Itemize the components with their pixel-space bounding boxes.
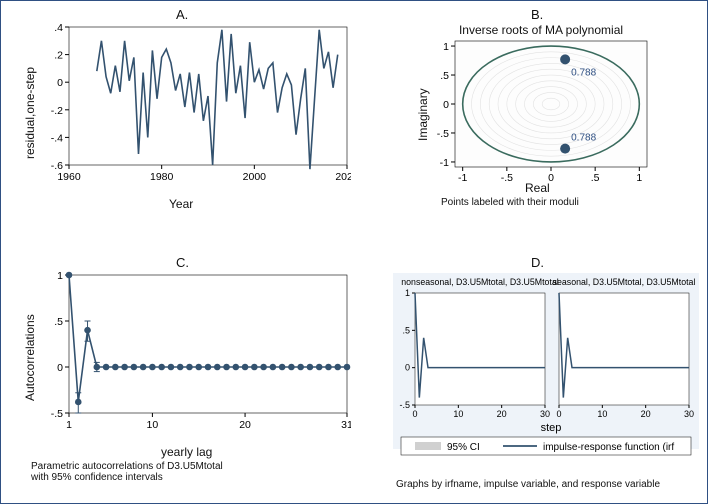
svg-text:.5: .5 bbox=[440, 70, 449, 82]
panel-c-note: Parametric autocorrelations of D3.U5Mtot… bbox=[31, 461, 223, 483]
svg-text:-.5: -.5 bbox=[501, 172, 513, 184]
svg-text:1: 1 bbox=[443, 41, 449, 53]
svg-text:0: 0 bbox=[405, 363, 410, 373]
svg-text:1: 1 bbox=[405, 288, 410, 298]
panel-d-chart: nonseasonal, D3.U5Mtotal, D3.U5Mtotal -.5… bbox=[391, 271, 701, 471]
svg-text:1: 1 bbox=[57, 271, 63, 282]
panel-c-title: C. bbox=[176, 255, 189, 270]
svg-text:30: 30 bbox=[684, 409, 694, 419]
svg-text:-.2: -.2 bbox=[51, 105, 63, 117]
panel-b-xlabel: Real bbox=[525, 181, 550, 195]
panel-d-title: D. bbox=[531, 255, 544, 270]
svg-text:0.788: 0.788 bbox=[571, 133, 596, 144]
svg-text:nonseasonal, D3.U5Mtotal, D3.U: nonseasonal, D3.U5Mtotal, D3.U5Mtotal bbox=[401, 277, 558, 287]
panel-c-xlabel: yearly lag bbox=[161, 445, 212, 459]
svg-text:-.5: -.5 bbox=[51, 408, 63, 420]
svg-text:1: 1 bbox=[636, 172, 642, 184]
svg-text:0.788: 0.788 bbox=[571, 67, 596, 78]
panel-a-ylabel: residual,one-step bbox=[23, 67, 37, 159]
svg-text:0: 0 bbox=[57, 77, 63, 89]
svg-text:-.4: -.4 bbox=[51, 132, 63, 144]
svg-text:.4: .4 bbox=[54, 23, 63, 34]
svg-text:-1: -1 bbox=[440, 157, 449, 169]
panel-b-chart: -1-.50.51-1-.50.510.7880.788 bbox=[421, 37, 661, 193]
svg-text:1960: 1960 bbox=[57, 171, 81, 183]
panel-c-chart: -.5 0 .5 1 1 10 20 31 bbox=[31, 271, 351, 441]
svg-text:1: 1 bbox=[66, 419, 72, 431]
svg-text:impulse-response function (irf: impulse-response function (irf bbox=[543, 442, 674, 453]
svg-text:0: 0 bbox=[556, 409, 561, 419]
panel-a-xlabel: Year bbox=[169, 197, 193, 211]
svg-text:10: 10 bbox=[597, 409, 607, 419]
panel-b-subtitle: Inverse roots of MA polynomial bbox=[421, 23, 661, 37]
svg-text:0: 0 bbox=[412, 409, 417, 419]
svg-text:-.5: -.5 bbox=[437, 128, 449, 140]
panel-b-title: B. bbox=[531, 7, 543, 22]
svg-text:30: 30 bbox=[540, 409, 550, 419]
panel-a-title: A. bbox=[176, 7, 188, 22]
svg-text:95% CI: 95% CI bbox=[447, 442, 480, 453]
panel-b-ylabel: Imaginary bbox=[416, 88, 430, 141]
svg-text:0: 0 bbox=[443, 99, 449, 111]
panel-d-note: Graphs by irfname, impulse variable, and… bbox=[396, 479, 660, 490]
svg-text:1980: 1980 bbox=[150, 171, 174, 183]
svg-text:2020: 2020 bbox=[335, 171, 351, 183]
svg-text:20: 20 bbox=[497, 409, 507, 419]
svg-text:-.5: -.5 bbox=[399, 400, 410, 410]
svg-text:.5: .5 bbox=[54, 316, 63, 328]
panel-a-chart: -.6-.4-.20.2.41960198020002020 bbox=[31, 23, 351, 193]
svg-text:.5: .5 bbox=[402, 325, 410, 335]
svg-text:31: 31 bbox=[341, 419, 351, 431]
panel-b-note: Points labeled with their moduli bbox=[441, 197, 579, 208]
panel-c-ylabel: Autocorrelations bbox=[23, 314, 37, 401]
svg-text:0: 0 bbox=[57, 362, 63, 374]
svg-text:-1: -1 bbox=[458, 172, 467, 184]
svg-text:10: 10 bbox=[453, 409, 463, 419]
svg-text:20: 20 bbox=[641, 409, 651, 419]
svg-text:10: 10 bbox=[147, 419, 159, 431]
svg-text:2000: 2000 bbox=[243, 171, 267, 183]
svg-text:20: 20 bbox=[239, 419, 251, 431]
svg-text:seasonal, D3.U5Mtotal, D3.U5Mt: seasonal, D3.U5Mtotal, D3.U5Mtotal bbox=[553, 277, 696, 287]
svg-text:step: step bbox=[541, 422, 562, 434]
svg-text:.2: .2 bbox=[54, 50, 63, 62]
svg-text:.5: .5 bbox=[591, 172, 600, 184]
